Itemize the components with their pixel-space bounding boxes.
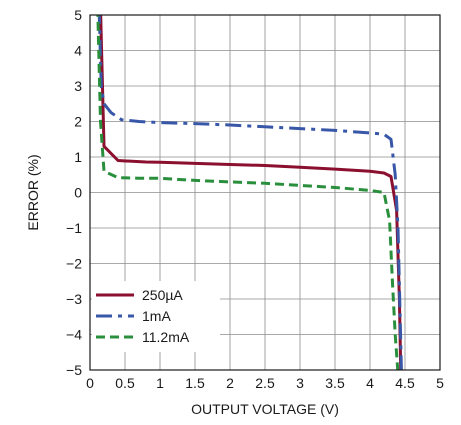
x-tick-label: 0 (86, 375, 94, 391)
x-tick-label: 2 (226, 375, 234, 391)
x-tick-label: 5 (436, 375, 444, 391)
x-tick-label: 4.5 (395, 375, 415, 391)
grid-lines (90, 15, 440, 370)
legend: 250µA 1mA 11.2mA (92, 281, 220, 352)
x-tick-label: 2.5 (255, 375, 275, 391)
x-axis-label: OUTPUT VOLTAGE (V) (191, 401, 339, 417)
plot-frame (89, 14, 441, 371)
x-tick-labels: 0 0.5 1 1.5 2 2.5 3 3.5 4 4.5 5 (86, 375, 444, 391)
x-tick-label: 1.5 (185, 375, 205, 391)
series-line-2 (96, 15, 400, 370)
y-tick-label: 5 (74, 7, 82, 23)
y-tick-label: −3 (66, 291, 82, 307)
y-tick-label: −4 (66, 327, 82, 343)
legend-label: 11.2mA (142, 329, 190, 345)
x-tick-label: 1 (156, 375, 164, 391)
y-tick-label: 0 (74, 185, 82, 201)
y-axis-label: ERROR (%) (25, 154, 41, 230)
x-tick-label: 3.5 (325, 375, 345, 391)
y-tick-label: −1 (66, 220, 82, 236)
series-layer (96, 15, 403, 370)
legend-label: 250µA (142, 287, 183, 303)
series-line-1 (97, 15, 403, 370)
y-tick-label: 1 (74, 149, 82, 165)
legend-background (92, 281, 220, 352)
y-tick-label: −5 (66, 362, 82, 378)
series-line-0 (99, 15, 403, 370)
y-tick-label: 2 (74, 114, 82, 130)
y-tick-labels: 5 4 3 2 1 0 −1 −2 −3 −4 −5 (66, 7, 82, 378)
legend-label: 1mA (142, 308, 171, 324)
y-tick-label: 4 (74, 43, 82, 59)
x-tick-label: 4 (366, 375, 374, 391)
x-tick-label: 3 (296, 375, 304, 391)
y-tick-label: −2 (66, 256, 82, 272)
x-tick-label: 0.5 (115, 375, 135, 391)
y-tick-label: 3 (74, 78, 82, 94)
